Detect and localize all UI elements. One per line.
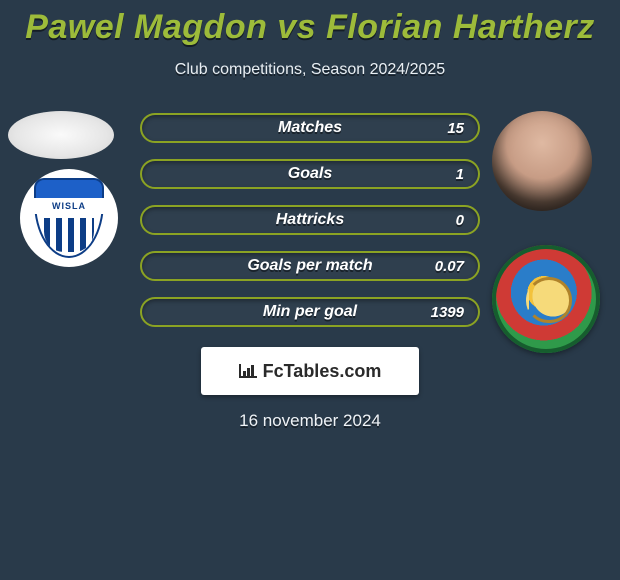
stat-value-right: 1399 (431, 299, 464, 325)
club-right-logo (492, 245, 600, 353)
stat-label: Goals per match (142, 253, 478, 279)
player-right-avatar (492, 111, 592, 211)
brand-chip[interactable]: FcTables.com (201, 347, 419, 395)
stat-label: Min per goal (142, 299, 478, 325)
brand-chart-icon (239, 364, 257, 378)
stat-bar-goals-per-match: Goals per match 0.07 (140, 251, 480, 281)
stat-bar-hattricks: Hattricks 0 (140, 205, 480, 235)
stat-bar-min-per-goal: Min per goal 1399 (140, 297, 480, 327)
stat-bars: Matches 15 Goals 1 Hattricks 0 Goals per… (140, 113, 480, 343)
comparison-subtitle: Club competitions, Season 2024/2025 (0, 61, 620, 79)
club-left-logo: WISLA (20, 169, 118, 267)
stat-value-right: 0 (456, 207, 464, 233)
snapshot-date: 16 november 2024 (0, 411, 620, 431)
stat-label: Goals (142, 161, 478, 187)
stat-value-right: 15 (447, 115, 464, 141)
stat-bar-matches: Matches 15 (140, 113, 480, 143)
comparison-title: Pawel Magdon vs Florian Hartherz (0, 0, 620, 47)
brand-text: FcTables.com (263, 361, 382, 382)
player-left-avatar (8, 111, 114, 159)
stat-bar-goals: Goals 1 (140, 159, 480, 189)
stat-value-right: 0.07 (435, 253, 464, 279)
stat-label: Matches (142, 115, 478, 141)
stat-label: Hattricks (142, 207, 478, 233)
club-left-text: WISLA (34, 198, 104, 214)
stat-value-right: 1 (456, 161, 464, 187)
